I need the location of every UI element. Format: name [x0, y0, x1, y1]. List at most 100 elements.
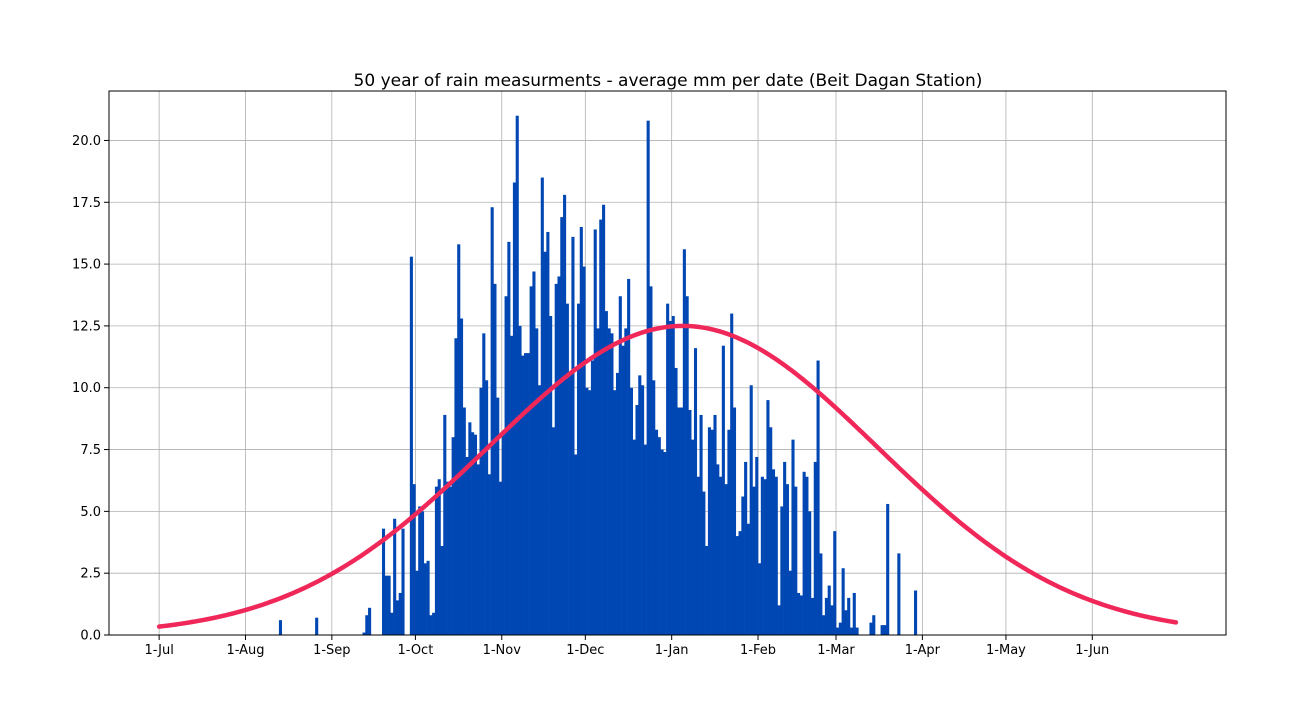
bar — [749, 385, 753, 635]
y-tick-label: 15.0 — [72, 258, 101, 273]
bar — [780, 506, 784, 635]
bar — [680, 407, 684, 635]
bar — [693, 348, 698, 635]
bar — [465, 456, 469, 635]
bar — [671, 316, 675, 635]
bar — [551, 427, 555, 635]
bar — [490, 207, 494, 635]
bar — [498, 481, 503, 635]
bar — [783, 461, 787, 635]
bar — [769, 427, 773, 635]
bar — [532, 271, 536, 635]
bar — [791, 439, 795, 635]
bar — [758, 563, 762, 635]
bar — [451, 437, 455, 635]
bar — [663, 452, 667, 635]
bar — [515, 115, 519, 636]
x-tick-label: 1-Dec — [566, 643, 604, 658]
bar — [677, 407, 681, 635]
y-tick-label: 17.5 — [72, 196, 101, 211]
bar — [565, 303, 569, 635]
bar — [432, 612, 436, 635]
bar — [398, 592, 402, 635]
bar — [563, 194, 567, 635]
bar — [487, 474, 491, 635]
x-tick-label: 1-Jan — [655, 643, 689, 658]
bar — [618, 296, 622, 635]
bar — [652, 380, 656, 635]
bar — [446, 481, 450, 635]
bar — [788, 570, 792, 635]
x-tick-label: 1-Jul — [144, 643, 173, 658]
bar — [627, 278, 631, 635]
bar — [381, 528, 386, 635]
bar — [785, 484, 789, 635]
bar — [668, 320, 672, 635]
y-tick-label: 20.0 — [72, 134, 101, 149]
bar — [710, 429, 714, 635]
bar — [593, 229, 597, 635]
bar — [365, 615, 369, 635]
bar — [702, 491, 706, 635]
bar — [797, 592, 801, 635]
x-tick-label: 1-May — [986, 643, 1026, 658]
bar — [437, 479, 441, 635]
bar — [485, 380, 489, 635]
bar — [646, 120, 650, 636]
bar — [774, 476, 778, 635]
bar — [721, 345, 725, 635]
bar — [418, 506, 422, 635]
bar — [401, 528, 405, 635]
bar — [724, 484, 728, 635]
bar — [660, 449, 664, 635]
bar — [604, 311, 608, 635]
bar — [448, 486, 452, 635]
bar-series — [278, 115, 918, 636]
bar — [468, 422, 472, 635]
bar — [624, 328, 628, 635]
bar — [880, 625, 884, 635]
bar — [716, 464, 720, 635]
bar — [434, 486, 438, 635]
y-tick-label: 0.0 — [80, 629, 101, 644]
x-tick-label: 1-Oct — [398, 643, 434, 658]
x-tick-label: 1-Apr — [905, 643, 941, 658]
bar — [315, 617, 319, 635]
bar — [766, 400, 770, 635]
bar — [420, 511, 425, 635]
bar — [412, 484, 416, 635]
bar — [571, 236, 575, 635]
bar — [674, 367, 678, 635]
bar — [641, 385, 645, 635]
bar — [496, 397, 500, 635]
bar — [713, 414, 717, 635]
y-tick-label: 7.5 — [80, 443, 101, 458]
bar — [471, 432, 475, 635]
bar — [415, 570, 419, 635]
x-tick-label: 1-Mar — [817, 643, 855, 658]
bar — [524, 353, 528, 635]
bar — [844, 610, 848, 635]
bar — [579, 227, 583, 635]
bar — [537, 385, 542, 635]
bar — [643, 444, 647, 635]
x-tick-label: 1-Nov — [483, 643, 522, 658]
bar — [808, 511, 812, 635]
bar — [610, 333, 614, 635]
y-tick-label: 2.5 — [80, 567, 101, 582]
bar — [649, 286, 653, 635]
bar — [855, 627, 859, 635]
bar — [440, 545, 444, 635]
bar — [763, 479, 767, 635]
bar — [738, 531, 742, 635]
chart-title: 50 year of rain measurments - average mm… — [354, 71, 983, 91]
bar — [827, 585, 831, 635]
bar — [799, 595, 803, 635]
bar — [493, 283, 497, 635]
bar — [833, 531, 837, 635]
bar — [635, 405, 639, 635]
x-tick-label: 1-Feb — [740, 643, 776, 658]
bar — [705, 545, 709, 635]
bar — [629, 387, 633, 635]
bar — [615, 372, 620, 635]
